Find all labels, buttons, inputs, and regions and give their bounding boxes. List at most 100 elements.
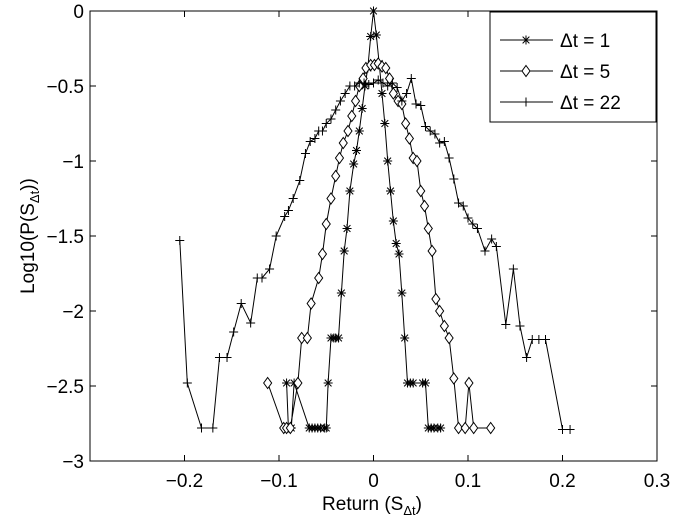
data-point xyxy=(408,378,418,388)
series-line xyxy=(179,78,571,430)
data-point xyxy=(323,378,333,388)
data-point xyxy=(214,353,224,362)
data-point xyxy=(508,264,518,274)
x-tick-label: 0.1 xyxy=(455,471,481,492)
data-point xyxy=(431,292,441,306)
data-point xyxy=(321,119,331,128)
data-point xyxy=(335,96,345,106)
data-point xyxy=(349,159,359,169)
data-point xyxy=(283,206,293,215)
data-point xyxy=(427,244,437,258)
data-point xyxy=(397,288,407,298)
data-point xyxy=(460,421,470,435)
data-point xyxy=(383,81,393,91)
data-point xyxy=(458,201,468,211)
y-tick-label: 0 xyxy=(73,2,84,23)
data-point xyxy=(369,78,378,88)
data-point xyxy=(402,89,412,98)
data-point xyxy=(338,136,348,150)
data-point xyxy=(331,105,341,115)
data-point xyxy=(384,72,395,85)
y-tick-label: −2.5 xyxy=(46,377,84,398)
x-tick-label: −0.1 xyxy=(260,471,298,492)
data-point xyxy=(271,231,281,241)
legend-label: Δt = 5 xyxy=(560,62,610,83)
data-point xyxy=(439,319,449,333)
legend-box xyxy=(489,11,657,123)
data-point xyxy=(468,219,478,229)
data-point xyxy=(391,239,401,248)
axis-ticks: −0.2 −0.1 0 0.1 0.2 0.3 0 −0.5 −1 −1.5 −2 −2.5 −3 xyxy=(46,2,670,492)
data-point xyxy=(175,236,185,245)
data-point xyxy=(487,234,497,244)
data-point xyxy=(302,331,312,345)
y-tick-label: −3 xyxy=(62,452,84,473)
data-point xyxy=(229,327,239,337)
data-point xyxy=(371,30,381,40)
data-point xyxy=(265,264,275,274)
data-point xyxy=(208,423,218,433)
x-tick-label: 0 xyxy=(368,471,379,492)
data-point xyxy=(404,132,415,145)
data-point xyxy=(257,273,267,283)
data-point xyxy=(358,72,368,85)
data-point xyxy=(317,126,327,136)
data-point xyxy=(400,333,410,343)
legend-marker xyxy=(521,35,531,45)
y-axis-label-subscript: Δt xyxy=(27,190,42,203)
data-point xyxy=(381,61,391,75)
data-point xyxy=(449,174,459,184)
x-axis-label-subscript: Δt xyxy=(403,503,416,518)
data-point xyxy=(222,353,232,362)
data-point xyxy=(285,421,295,435)
data-point xyxy=(350,81,360,91)
data-point xyxy=(472,224,482,233)
data-point xyxy=(331,169,341,183)
y-tick-label: −1.5 xyxy=(46,227,84,248)
data-point xyxy=(314,271,324,285)
legend-item: Δt = 22 xyxy=(500,93,621,114)
x-tick-label: −0.2 xyxy=(166,471,204,492)
data-point xyxy=(345,186,355,196)
data-point xyxy=(430,129,440,139)
data-point xyxy=(321,423,331,433)
legend-marker xyxy=(521,64,531,78)
y-tick-label: −0.5 xyxy=(46,77,84,98)
data-point xyxy=(295,176,305,185)
x-axis-label: Return (SΔt) xyxy=(322,494,422,518)
series-2 xyxy=(263,57,496,435)
data-layer xyxy=(175,6,575,435)
data-point xyxy=(280,212,290,221)
data-point xyxy=(522,353,532,362)
x-axis-label-end: ) xyxy=(416,494,422,515)
data-point xyxy=(420,122,430,131)
data-point xyxy=(364,80,374,89)
data-point xyxy=(339,246,349,256)
data-point xyxy=(300,149,310,158)
data-point xyxy=(263,376,273,390)
data-point xyxy=(439,137,449,146)
data-point xyxy=(334,333,344,343)
data-point xyxy=(416,101,426,110)
data-point xyxy=(419,199,430,213)
data-point xyxy=(444,331,454,345)
data-point xyxy=(416,184,426,198)
data-point xyxy=(449,372,459,385)
data-point xyxy=(386,186,396,196)
data-point xyxy=(425,126,435,136)
data-point xyxy=(435,138,445,148)
data-point xyxy=(306,297,316,310)
data-point xyxy=(515,321,525,331)
data-point xyxy=(305,137,315,146)
data-point xyxy=(380,119,390,128)
legend-label: Δt = 22 xyxy=(560,93,621,114)
data-point xyxy=(321,217,331,231)
data-point xyxy=(340,89,350,98)
series-3 xyxy=(175,74,575,434)
series-line xyxy=(267,62,491,429)
data-point xyxy=(486,421,496,435)
data-point xyxy=(501,320,511,329)
data-point xyxy=(236,299,246,308)
data-point xyxy=(326,114,336,124)
legend: Δt = 1 Δt = 5 Δt = 22 xyxy=(489,11,657,123)
